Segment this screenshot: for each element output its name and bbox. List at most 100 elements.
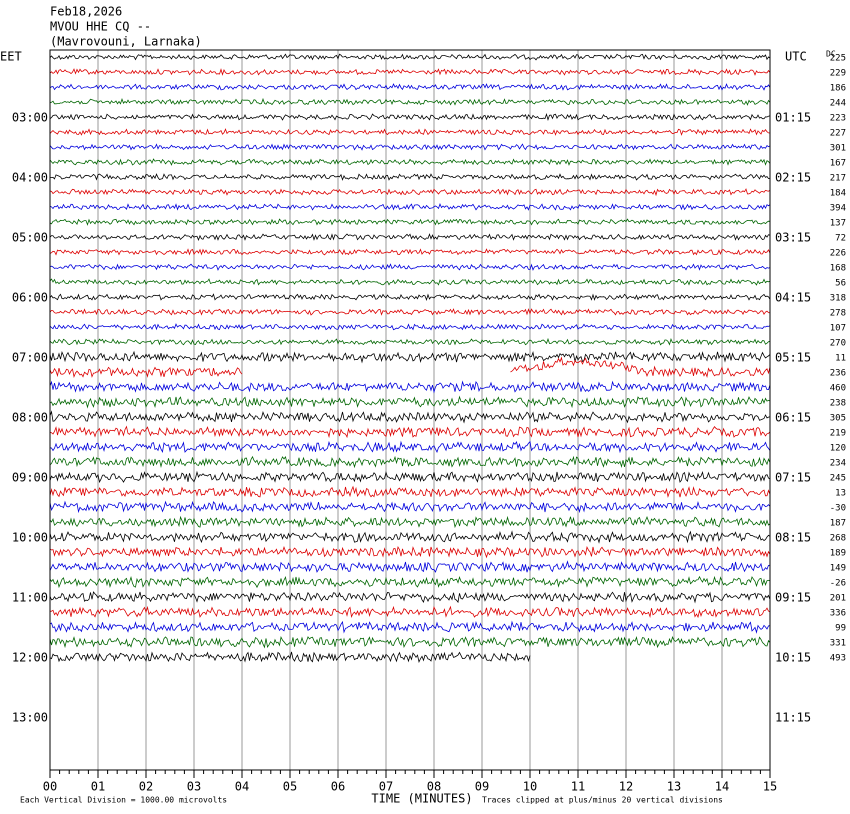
trace <box>50 472 770 482</box>
trace <box>50 174 770 180</box>
trace <box>50 159 770 165</box>
trace <box>50 532 770 543</box>
dc-offset: 107 <box>830 324 846 334</box>
trace <box>50 264 770 270</box>
trace <box>50 562 770 573</box>
trace <box>50 622 770 632</box>
dc-offset: 460 <box>830 384 846 394</box>
left-time-label: 03:00 <box>12 111 48 125</box>
trace <box>50 637 770 647</box>
dc-offset: 226 <box>830 249 846 259</box>
dc-offset: 184 <box>830 189 846 199</box>
dc-offset: 187 <box>830 519 846 529</box>
dc-offset: 120 <box>830 444 846 454</box>
right-time-label: 06:15 <box>775 411 811 425</box>
trace <box>50 309 770 315</box>
dc-offset: 278 <box>830 309 846 319</box>
trace <box>50 69 770 75</box>
trace <box>50 352 770 362</box>
right-time-label: 05:15 <box>775 351 811 365</box>
trace <box>50 279 770 285</box>
dc-offset: 331 <box>830 639 846 649</box>
trace <box>50 502 770 512</box>
trace <box>50 129 770 135</box>
trace <box>50 189 770 195</box>
left-time-label: 09:00 <box>12 471 48 485</box>
station: MVOU HHE CQ -- <box>50 20 151 34</box>
dc-offset: 236 <box>830 369 846 379</box>
dc-offset: 270 <box>830 339 846 349</box>
trace <box>50 144 770 150</box>
x-tick-label: 03 <box>187 780 201 794</box>
dc-offset: 72 <box>835 234 846 244</box>
trace <box>50 397 770 407</box>
helicorder: Feb18,2026 MVOU HHE CQ -- (Mavrovouni, L… <box>0 0 850 814</box>
dc-offset: 268 <box>830 534 846 544</box>
place: (Mavrovouni, Larnaka) <box>50 35 202 49</box>
grid <box>50 50 770 770</box>
x-tick-label: 11 <box>571 780 585 794</box>
x-tick-label: 15 <box>763 780 777 794</box>
left-time-label: 07:00 <box>12 351 48 365</box>
dc-offset: 217 <box>830 174 846 184</box>
trace <box>50 487 770 497</box>
trace <box>50 592 770 602</box>
dc-offset: 305 <box>830 414 846 424</box>
dc-offset: 201 <box>830 594 846 604</box>
x-tick-label: 09 <box>475 780 489 794</box>
dc-offset: 238 <box>830 399 846 409</box>
x-tick-label: 12 <box>619 780 633 794</box>
dc-offset: 11 <box>835 354 846 364</box>
left-time-label: 05:00 <box>12 231 48 245</box>
dc-offset: 234 <box>830 459 846 469</box>
trace <box>50 219 770 224</box>
x-tick-label: 06 <box>331 780 345 794</box>
division-note: Each Vertical Division = 1000.00 microvo… <box>20 796 227 805</box>
x-tick-label: 13 <box>667 780 681 794</box>
trace <box>50 249 770 255</box>
dc-offset: -30 <box>830 504 846 514</box>
dc-offset: 394 <box>830 204 846 214</box>
trace <box>50 114 770 120</box>
right-time-label: 02:15 <box>775 171 811 185</box>
x-tick-label: 07 <box>379 780 393 794</box>
dc-offset: -26 <box>830 579 846 589</box>
dc-offset: 336 <box>830 609 846 619</box>
dc-offset: 13 <box>835 489 846 499</box>
left-time-label: 08:00 <box>12 411 48 425</box>
x-tick-label: 14 <box>715 780 729 794</box>
x-tick-label: 02 <box>139 780 153 794</box>
dc-offset: 56 <box>835 279 846 289</box>
dc-offset: 99 <box>835 624 846 634</box>
dc-offset: 301 <box>830 144 846 154</box>
date: Feb18,2026 <box>50 5 122 19</box>
trace <box>50 607 770 617</box>
right-time-label: 11:15 <box>775 711 811 725</box>
dc-offset: 189 <box>830 549 846 559</box>
right-time-label: 07:15 <box>775 471 811 485</box>
trace <box>50 577 770 587</box>
left-time-label: 13:00 <box>12 711 48 725</box>
dc-offset: 149 <box>830 564 846 574</box>
right-time-label: 08:15 <box>775 531 811 545</box>
trace <box>50 99 770 105</box>
left-time-label: 04:00 <box>12 171 48 185</box>
frame <box>50 50 770 770</box>
right-time-label: 04:15 <box>775 291 811 305</box>
x-tick-label: 05 <box>283 780 297 794</box>
dc-offset: 137 <box>830 219 846 229</box>
dc-offset: 229 <box>830 69 846 79</box>
x-tick-label: 04 <box>235 780 249 794</box>
left-time-label: 12:00 <box>12 651 48 665</box>
trace <box>50 234 770 240</box>
trace <box>50 358 770 377</box>
trace <box>50 84 770 90</box>
dc-offset: 167 <box>830 159 846 169</box>
right-time-label: 03:15 <box>775 231 811 245</box>
left-zone: EET <box>0 50 22 64</box>
right-time-label: 10:15 <box>775 651 811 665</box>
right-time-label: 01:15 <box>775 111 811 125</box>
left-time-label: 11:00 <box>12 591 48 605</box>
dc-offset: 223 <box>830 114 846 124</box>
traces <box>50 54 770 662</box>
